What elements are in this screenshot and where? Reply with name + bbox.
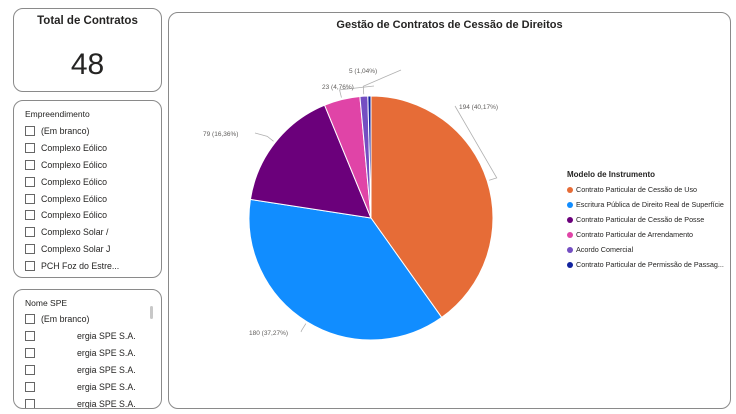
slicer-item[interactable]: ergia SPE S.A. xyxy=(25,344,155,361)
legend-marker xyxy=(567,246,573,253)
slicer-item-label: Complexo Eólico xyxy=(41,193,108,204)
slicer-item-label: (Em branco) xyxy=(41,313,90,324)
data-label: 23 (4,76%) xyxy=(322,84,354,91)
slicer-item[interactable]: Complexo Eólico xyxy=(25,157,155,174)
slicer-list: (Em branco) Complexo Eólico Complexo Eólic… xyxy=(25,123,155,274)
slicer-item-label: ergia SPE S.A. xyxy=(77,381,136,392)
data-label: 5 (1,04%) xyxy=(349,68,377,75)
slicer-item[interactable]: ergia SPE S.A. xyxy=(25,378,155,395)
checkbox[interactable] xyxy=(25,227,35,238)
legend-item[interactable]: Contrato Particular de Cessão de Posse xyxy=(567,212,724,227)
checkbox[interactable] xyxy=(25,330,35,341)
legend-marker xyxy=(567,201,573,208)
data-label: 180 (37,27%) xyxy=(249,330,288,337)
slicer-item-label: Complexo Solar / xyxy=(41,227,109,238)
slicer-item[interactable]: Complexo Eólico xyxy=(25,173,155,190)
slicer-item[interactable]: Complexo Eólico xyxy=(25,190,155,207)
slicer-item[interactable]: PCH Foz do Estre... xyxy=(25,257,155,274)
data-label: 194 (40,17%) xyxy=(459,104,498,111)
leader-line xyxy=(339,85,375,98)
leader-line xyxy=(454,105,498,181)
slicer-item-label: Complexo Eólico xyxy=(41,210,108,221)
slicer-item-label: ergia SPE S.A. xyxy=(77,347,136,358)
legend-item[interactable]: Contrato Particular de Permissão de Pass… xyxy=(567,257,724,272)
slicer-item[interactable]: Complexo Eólico xyxy=(25,140,155,157)
legend-label: Contrato Particular de Arrendamento xyxy=(576,230,694,239)
slicer-item[interactable]: ergia SPE S.A. xyxy=(25,395,155,409)
legend-label: Contrato Particular de Cessão de Uso xyxy=(576,185,698,194)
pie-slice[interactable] xyxy=(370,95,494,319)
slicer-item-label: ergia SPE S.A. xyxy=(77,398,136,409)
legend-label: Contrato Particular de Permissão de Pass… xyxy=(576,260,724,269)
checkbox[interactable] xyxy=(25,126,35,137)
spe-slicer[interactable]: Nome SPE (Em branco) ergia SPE S.A. ergia … xyxy=(13,289,162,409)
checkbox[interactable] xyxy=(25,260,35,271)
legend-item[interactable]: Acordo Comercial xyxy=(567,242,724,257)
scrollbar[interactable] xyxy=(150,306,153,319)
slicer-item-label: PCH Foz do Estre... xyxy=(41,260,120,271)
legend-item[interactable]: Contrato Particular de Arrendamento xyxy=(567,227,724,242)
slicer-item[interactable]: (Em branco) xyxy=(25,123,155,140)
checkbox[interactable] xyxy=(25,143,35,154)
slicer-item-label: Complexo Eólico xyxy=(41,143,108,154)
data-label: 79 (16,36%) xyxy=(203,131,238,138)
checkbox[interactable] xyxy=(25,364,35,375)
chart-title: Gestão de Contratos de Cessão de Direito… xyxy=(336,19,563,31)
slicer-item-label: ergia SPE S.A. xyxy=(77,364,136,375)
checkbox[interactable] xyxy=(25,398,35,408)
slicer-item-label: (Em branco) xyxy=(41,126,90,137)
slicer-list: (Em branco) ergia SPE S.A. ergia SPE S.A. e… xyxy=(25,310,155,409)
slicer-title: Empreendimento xyxy=(25,109,90,119)
pie-slice[interactable] xyxy=(248,198,443,341)
legend-label: Acordo Comercial xyxy=(576,245,634,254)
legend-label: Escritura Pública de Direito Real de Sup… xyxy=(576,200,724,209)
slicer-item-label: Complexo Eólico xyxy=(41,176,108,187)
slicer-item[interactable]: ergia SPE S.A. xyxy=(25,361,155,378)
leader-line xyxy=(254,132,274,142)
slicer-item[interactable]: Complexo Solar J xyxy=(25,241,155,258)
legend-marker xyxy=(567,231,573,238)
slicer-item-label: Complexo Solar J xyxy=(41,243,111,254)
slicer-item[interactable]: Complexo Eólico xyxy=(25,207,155,224)
checkbox[interactable] xyxy=(25,193,35,204)
checkbox[interactable] xyxy=(25,159,35,170)
checkbox[interactable] xyxy=(25,243,35,254)
slicer-item[interactable]: ergia SPE S.A. xyxy=(25,327,155,344)
pie-slice[interactable] xyxy=(249,104,372,219)
legend-marker xyxy=(567,186,573,193)
slicer-title: Nome SPE xyxy=(25,298,68,308)
kpi-title: Total de Contratos xyxy=(37,15,138,27)
pie-chart: 194 (40,17%) 180 (37,27%) 79 (16,36%) 23 (4… xyxy=(203,68,498,341)
leader-line xyxy=(362,69,402,95)
slicer-item-label: ergia SPE S.A. xyxy=(77,330,136,341)
legend-marker xyxy=(567,261,573,268)
legend-marker xyxy=(567,216,573,223)
checkbox[interactable] xyxy=(25,210,35,221)
checkbox[interactable] xyxy=(25,313,35,324)
leader-line xyxy=(300,323,307,333)
checkbox[interactable] xyxy=(25,381,35,392)
slicer-item[interactable]: Complexo Solar / xyxy=(25,224,155,241)
legend-title: Modelo de Instrumento xyxy=(567,170,655,179)
slicer-item[interactable]: (Em branco) xyxy=(25,310,155,327)
empreendimento-slicer[interactable]: Empreendimento (Em branco) Complexo Eólic… xyxy=(13,100,162,278)
slicer-item-label: Complexo Eólico xyxy=(41,159,108,170)
legend-item[interactable]: Contrato Particular de Cessão de Uso xyxy=(567,182,724,197)
checkbox[interactable] xyxy=(25,176,35,187)
legend-label: Contrato Particular de Cessão de Posse xyxy=(576,215,705,224)
kpi-value: 48 xyxy=(70,48,105,81)
legend-item[interactable]: Escritura Pública de Direito Real de Sup… xyxy=(567,197,724,212)
pie-slice[interactable] xyxy=(367,95,372,219)
checkbox[interactable] xyxy=(25,347,35,358)
legend: Modelo de Instrumento Contrato Particula… xyxy=(567,170,724,272)
pie-chart-visual[interactable]: Gestão de Contratos de Cessão de Direito… xyxy=(168,12,731,409)
total-contracts-card[interactable]: Total de Contratos 48 xyxy=(13,8,162,92)
